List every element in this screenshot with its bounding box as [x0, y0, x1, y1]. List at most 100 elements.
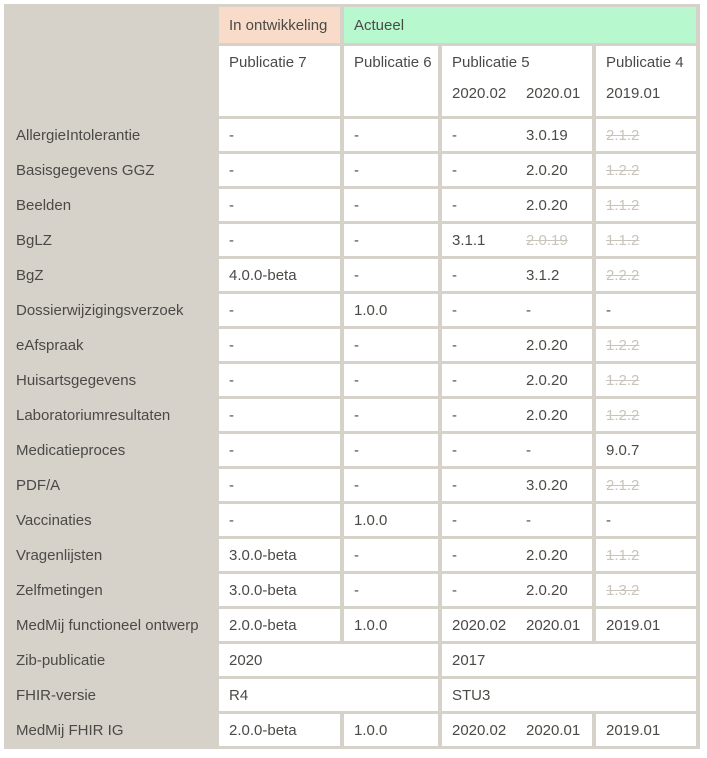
value-cell: -: [344, 574, 438, 606]
row-label: FHIR-versie: [16, 686, 97, 704]
column-title: Publicatie 5: [452, 54, 530, 71]
version-value: 2.0.20: [526, 546, 568, 564]
row-label: Zib-publicatie: [16, 651, 106, 669]
row-label: Beelden: [16, 196, 72, 214]
version-value: 2.0.20: [526, 336, 568, 354]
column-header-publicatie-6: Publicatie 6: [344, 46, 438, 116]
version-value: -: [452, 126, 457, 144]
deprecated-version-value: 1.3.2: [606, 581, 640, 599]
value-cell: - 2.0.20: [442, 329, 592, 361]
version-value: 3.0.19: [526, 126, 568, 144]
value-cell: - 2.0.20: [442, 399, 592, 431]
version-value: 2.0.20: [526, 161, 568, 179]
value-cell: - 3.0.20: [442, 469, 592, 501]
version-value: 2.0.20: [526, 371, 568, 389]
version-value: 3.1.1: [452, 231, 486, 249]
value-cell: -: [219, 434, 340, 466]
versions-table-panel: In ontwikkeling Actueel Publicatie 7 Pub…: [4, 4, 700, 749]
value-cell: R4: [219, 679, 438, 711]
column-title: Publicatie 6: [354, 54, 432, 71]
table-row: Laboratoriumresultaten - - - 2.0.20 1.2.2: [8, 399, 696, 431]
version-value: -: [229, 511, 234, 529]
deprecated-version-value: 1.2.2: [606, 161, 640, 179]
value-cell: 3.0.0-beta: [219, 574, 340, 606]
table-row: Medicatieproces - - - -9.0.7: [8, 434, 696, 466]
row-label: PDF/A: [16, 476, 61, 494]
version-value: -: [452, 476, 457, 494]
version-value: -: [452, 511, 457, 529]
table-row: BgZ 4.0.0-beta - - 3.1.2 2.2.2: [8, 259, 696, 291]
version-value: -: [354, 441, 359, 459]
version-value: -: [354, 336, 359, 354]
value-cell: 1.0.0: [344, 609, 438, 641]
value-cell: -: [344, 224, 438, 256]
version-value: 4.0.0-beta: [229, 266, 297, 284]
version-value: 1.0.0: [354, 616, 388, 634]
row-label: BgLZ: [16, 231, 52, 249]
column-title: Publicatie 4: [606, 54, 684, 71]
version-value: -: [526, 511, 531, 529]
table-row: Vragenlijsten 3.0.0-beta - - 2.0.20 1.1.2: [8, 539, 696, 571]
table-row: MedMij FHIR IG 2.0.0-beta 1.0.0 2020.02 2020…: [8, 714, 696, 746]
value-cell: 2.2.2: [596, 259, 696, 291]
table-row: FHIR-versie R4 STU3: [8, 679, 696, 711]
value-cell: -: [219, 469, 340, 501]
row-label: Zelfmetingen: [16, 581, 103, 599]
value-cell: 9.0.7: [596, 434, 696, 466]
value-cell: -: [219, 364, 340, 396]
deprecated-version-value: 1.2.2: [606, 406, 640, 424]
value-cell: 1.2.2: [596, 329, 696, 361]
value-cell: -: [219, 224, 340, 256]
value-cell: - 2.0.20: [442, 539, 592, 571]
deprecated-version-value: 2.1.2: [606, 126, 640, 144]
table-body: AllergieIntolerantie - - -3.0.19 2.1.2 Basisg…: [8, 119, 696, 746]
value-cell: - 2.0.20: [442, 364, 592, 396]
version-value: -: [229, 406, 234, 424]
deprecated-version-value: 2.0.19: [526, 231, 568, 249]
deprecated-version-value: 2.2.2: [606, 266, 640, 284]
table-row: Huisartsgegevens - - - 2.0.20 1.2.2: [8, 364, 696, 396]
row-label: MedMij functioneel ontwerp: [16, 616, 199, 634]
version-value: 2.0.20: [526, 581, 568, 599]
version-value: -: [452, 196, 457, 214]
value-cell: -: [219, 119, 340, 151]
table-row: eAfspraak - - - 2.0.20 1.2.2: [8, 329, 696, 361]
value-cell: 2019.01: [596, 609, 696, 641]
column-title: Publicatie 7: [229, 54, 307, 71]
version-value: -: [452, 301, 457, 319]
value-cell: -: [596, 294, 696, 326]
group-in-ontwikkeling: In ontwikkeling: [219, 7, 340, 43]
table-row: Beelden - - - 2.0.20 1.1.2: [8, 189, 696, 221]
value-cell: --: [442, 504, 592, 536]
version-value: -: [354, 546, 359, 564]
value-cell: -: [344, 364, 438, 396]
version-value: 2019.01: [606, 721, 661, 739]
table-row: Zelfmetingen 3.0.0-beta - - 2.0.20 1.3.2: [8, 574, 696, 606]
row-label: MedMij FHIR IG: [16, 721, 124, 739]
version-value: -: [354, 371, 359, 389]
value-cell: -: [219, 504, 340, 536]
version-value: 1.0.0: [354, 301, 388, 319]
row-label: BgZ: [16, 266, 44, 284]
value-cell: -: [219, 294, 340, 326]
version-value: -: [229, 301, 234, 319]
value-cell: -: [344, 154, 438, 186]
version-value: 3.0.0-beta: [229, 581, 297, 599]
column-header-publicatie-5: Publicatie 5 2020.02 2020.01: [442, 46, 592, 116]
version-value: 3.0.0-beta: [229, 546, 297, 564]
publication-header-row: Publicatie 7 Publicatie 6 Publicatie 5 2…: [8, 46, 696, 116]
value-cell: - 2.0.20: [442, 189, 592, 221]
value-cell: 1.0.0: [344, 294, 438, 326]
table-row: AllergieIntolerantie - - - 3.0.19 2.1.2: [8, 119, 696, 151]
version-value: -: [452, 336, 457, 354]
version-value: -: [606, 511, 611, 529]
version-value: -: [452, 581, 457, 599]
version-value: -: [229, 231, 234, 249]
column-header-publicatie-7: Publicatie 7: [219, 46, 340, 116]
value-cell: -: [219, 189, 340, 221]
version-value: -: [354, 406, 359, 424]
table-row: Basisgegevens GGZ - - - 2.0.20 1.2.2: [8, 154, 696, 186]
value-cell: -: [344, 189, 438, 221]
version-value: 2020.01: [526, 721, 581, 739]
version-value: 3.0.20: [526, 476, 568, 494]
